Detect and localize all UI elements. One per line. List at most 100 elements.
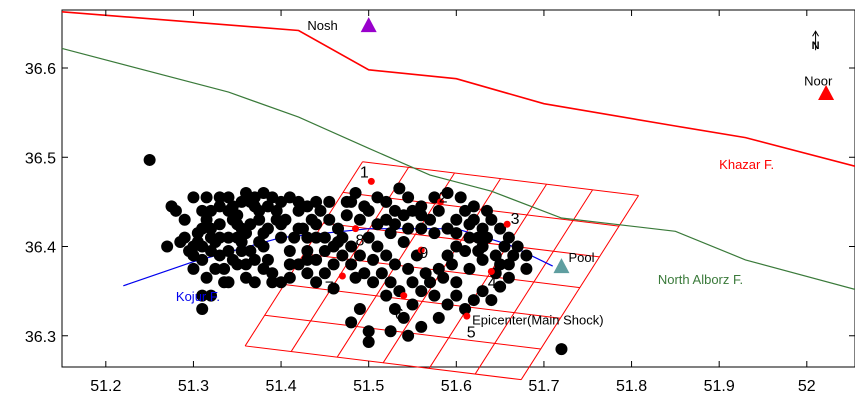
aftershock-point (459, 244, 472, 257)
aftershock-point (310, 231, 323, 244)
cell-center-point (463, 312, 471, 320)
aftershock-point (388, 302, 401, 315)
aftershock-point (204, 244, 217, 257)
aftershock-point (301, 244, 314, 257)
aftershock-point (472, 231, 485, 244)
cell-center-points (338, 177, 511, 320)
aftershock-point (367, 253, 380, 266)
aftershock-point (415, 285, 428, 298)
north-arrow-icon: N (812, 30, 820, 52)
aftershock-point (520, 249, 533, 262)
aftershock-point (257, 262, 270, 275)
aftershock-point (283, 258, 296, 271)
aftershock-point (476, 285, 489, 298)
fault-label: North Alborz F. (658, 272, 743, 287)
aftershock-point (380, 249, 393, 262)
aftershock-point (161, 240, 174, 253)
aftershock-point (406, 276, 419, 289)
cell-center-point (487, 268, 495, 276)
aftershock-point (349, 186, 362, 199)
aftershock-point (432, 311, 445, 324)
aftershock-point (402, 262, 415, 275)
cell-number-label: 1 (360, 165, 369, 182)
aftershock-point (310, 195, 323, 208)
aftershock-point (498, 240, 511, 253)
cell-center-point (400, 292, 408, 300)
aftershock-point (502, 271, 515, 284)
fault-label: Kojur F. (176, 289, 220, 304)
aftershock-point (235, 236, 248, 249)
aftershock-point (485, 213, 498, 226)
aftershock-point (226, 253, 239, 266)
aftershock-point (310, 253, 323, 266)
aftershock-point (275, 231, 288, 244)
aftershock-point (489, 249, 502, 262)
cell-number-label: 9 (419, 245, 428, 262)
aftershock-point (209, 262, 222, 275)
aftershock-point (318, 244, 331, 257)
aftershock-point (345, 258, 358, 271)
stations (360, 17, 835, 274)
cell-number-label: 5 (467, 324, 476, 341)
aftershock-point (415, 320, 428, 333)
fault-line (61, 47, 855, 290)
x-tick-label: 51.4 (265, 378, 296, 395)
aftershock-point (349, 271, 362, 284)
aftershock-point (467, 294, 480, 307)
aftershock-point (402, 329, 415, 342)
x-tick-label: 51.5 (353, 378, 384, 395)
y-tick-label: 36.4 (25, 240, 56, 257)
station-triangle-icon (553, 258, 570, 274)
aftershock-point (485, 294, 498, 307)
aftershock-point (362, 231, 375, 244)
aftershock-point (502, 231, 515, 244)
aftershock-point (196, 302, 209, 315)
aftershock-point (345, 240, 358, 253)
cell-center-point (352, 225, 360, 233)
aftershock-point (283, 244, 296, 257)
aftershock-point (345, 316, 358, 329)
epicenter-label: Epicenter(Main Shock) (472, 313, 604, 328)
station-label: Pool (568, 250, 594, 265)
aftershock-point (402, 191, 415, 204)
y-tick-label: 36.5 (25, 150, 56, 167)
aftershock-point (437, 271, 450, 284)
aftershock-point (371, 240, 384, 253)
aftershock-point (327, 258, 340, 271)
x-tick-label: 51.3 (178, 378, 209, 395)
aftershock-point (191, 236, 204, 249)
station-triangle-icon (818, 85, 835, 101)
aftershock-point (204, 289, 217, 302)
aftershock-point (415, 200, 428, 213)
aftershock-point (296, 222, 309, 235)
aftershock-point (218, 276, 231, 289)
aftershock-point (196, 253, 209, 266)
aftershock-points (143, 153, 568, 356)
aftershock-point (353, 249, 366, 262)
x-tick-label: 51.7 (528, 378, 559, 395)
aftershock-point (336, 249, 349, 262)
aftershock-point (204, 231, 217, 244)
aftershock-point (323, 213, 336, 226)
x-tick-label: 51.2 (90, 378, 121, 395)
aftershock-point (266, 276, 279, 289)
aftershock-point (213, 218, 226, 231)
aftershock-point (384, 276, 397, 289)
aftershock-point (288, 231, 301, 244)
aftershock-point (187, 262, 200, 275)
aftershock-point (314, 204, 327, 217)
aftershock-point (261, 253, 274, 266)
x-tick-label: 51.9 (704, 378, 735, 395)
aftershock-point (353, 213, 366, 226)
station-label: Nosh (307, 18, 337, 33)
station-triangle-icon (360, 17, 377, 33)
cell-center-point (417, 246, 425, 254)
aftershock-point (275, 276, 288, 289)
aftershock-point (463, 262, 476, 275)
aftershock-point (187, 191, 200, 204)
grid-line-v (520, 195, 639, 380)
aftershock-point (196, 204, 209, 217)
station-label: Noor (804, 74, 833, 89)
aftershock-point (494, 258, 507, 271)
